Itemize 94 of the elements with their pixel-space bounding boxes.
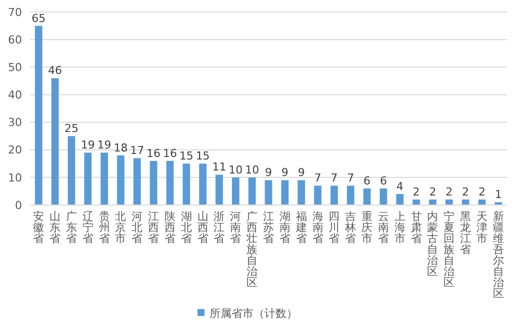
y-tick-label: 0 xyxy=(15,198,22,212)
x-tick-label: 山东省 xyxy=(50,210,61,245)
data-label: 2 xyxy=(462,185,470,198)
data-label: 25 xyxy=(64,122,78,136)
x-tick-label: 安徽省 xyxy=(33,210,44,245)
data-label: 18 xyxy=(114,141,128,154)
x-tick-label: 宁夏回族自治区 xyxy=(444,210,455,289)
data-label: 9 xyxy=(265,166,272,180)
data-label: 19 xyxy=(97,138,112,152)
data-label: 7 xyxy=(347,172,354,185)
bar xyxy=(396,194,404,205)
bar xyxy=(100,152,108,205)
data-label: 4 xyxy=(396,180,404,193)
bar xyxy=(346,186,354,205)
data-label: 10 xyxy=(245,163,260,176)
legend-label: 所属省市（计数） xyxy=(210,306,298,320)
y-tick-label: 30 xyxy=(8,116,22,130)
x-tick-label: 浙江省 xyxy=(214,210,225,245)
bar xyxy=(264,180,272,205)
bar xyxy=(380,188,388,205)
y-tick-label: 20 xyxy=(8,144,22,157)
bar xyxy=(34,26,42,205)
data-label: 2 xyxy=(478,185,486,198)
bar xyxy=(314,186,322,205)
data-label: 2 xyxy=(412,185,420,198)
x-tick-label: 内蒙古自治区 xyxy=(427,210,438,278)
x-tick-label: 吉林省 xyxy=(344,210,356,245)
x-tick-label: 甘肃省 xyxy=(410,210,422,245)
data-label: 65 xyxy=(32,12,46,25)
data-label: 2 xyxy=(429,185,436,198)
data-label: 15 xyxy=(196,150,210,163)
x-tick-label: 上海市 xyxy=(394,210,406,245)
data-label: 9 xyxy=(281,166,288,180)
data-label: 7 xyxy=(330,172,338,185)
bar xyxy=(445,199,453,205)
data-label: 16 xyxy=(146,146,161,160)
data-label: 1 xyxy=(494,188,502,202)
x-tick-label: 辽宁省 xyxy=(82,210,94,245)
data-label: 11 xyxy=(212,160,226,174)
x-tick-label: 福建省 xyxy=(294,210,307,245)
x-tick-label: 北京市 xyxy=(115,210,126,245)
data-label: 7 xyxy=(314,172,322,185)
data-label: 17 xyxy=(130,144,144,158)
bar xyxy=(216,174,223,205)
bar xyxy=(429,199,436,205)
bar xyxy=(51,78,59,205)
data-label: 19 xyxy=(80,138,95,152)
y-tick-label: 50 xyxy=(8,60,22,74)
bar xyxy=(494,202,502,205)
x-tick-label: 重庆市 xyxy=(362,210,373,245)
x-tick-label: 新疆维吾尔自治区 xyxy=(492,210,504,300)
x-tick-label: 黑龙江省 xyxy=(460,210,472,256)
data-label: 46 xyxy=(48,64,62,78)
bar xyxy=(330,186,338,205)
x-tick-label: 广西壮族自治区 xyxy=(246,210,258,289)
y-tick-label: 70 xyxy=(8,6,22,19)
data-label: 6 xyxy=(364,174,371,188)
x-tick-label: 海南省 xyxy=(312,210,324,245)
data-label: 6 xyxy=(380,174,387,188)
data-label: 2 xyxy=(446,185,453,198)
x-tick-label: 湖北省 xyxy=(180,210,192,245)
x-tick-label: 湖南省 xyxy=(279,210,290,245)
bar xyxy=(68,136,76,205)
x-tick-label: 云南省 xyxy=(378,210,389,245)
bar xyxy=(232,177,240,205)
x-tick-label: 河北省 xyxy=(132,210,143,245)
bar xyxy=(84,152,92,205)
bar xyxy=(133,158,141,205)
x-tick-label: 贵州省 xyxy=(98,210,110,245)
y-tick-label: 10 xyxy=(8,171,22,184)
bar xyxy=(363,188,371,205)
x-tick-label: 河南省 xyxy=(230,210,242,245)
bar xyxy=(182,164,190,205)
bar xyxy=(248,177,256,205)
bar xyxy=(281,180,289,205)
bar xyxy=(412,199,420,205)
x-tick-label: 广东省 xyxy=(66,210,77,245)
x-tick-label: 四川省 xyxy=(328,210,340,245)
x-tick-label: 山西省 xyxy=(197,210,208,245)
bar xyxy=(298,180,306,205)
bar xyxy=(117,155,124,205)
data-label: 9 xyxy=(298,166,305,180)
data-label: 16 xyxy=(162,146,177,160)
y-tick-label: 60 xyxy=(8,33,22,46)
data-label: 15 xyxy=(179,150,194,163)
bar xyxy=(150,160,158,205)
y-tick-label: 40 xyxy=(8,88,22,102)
bar xyxy=(166,160,174,205)
x-tick-label: 江苏省 xyxy=(263,210,274,245)
x-tick-label: 天津市 xyxy=(476,210,488,245)
data-label: 10 xyxy=(228,163,243,176)
bar xyxy=(199,164,207,205)
x-tick-label: 江西省 xyxy=(148,210,160,245)
x-tick-label: 陕西省 xyxy=(164,210,176,245)
